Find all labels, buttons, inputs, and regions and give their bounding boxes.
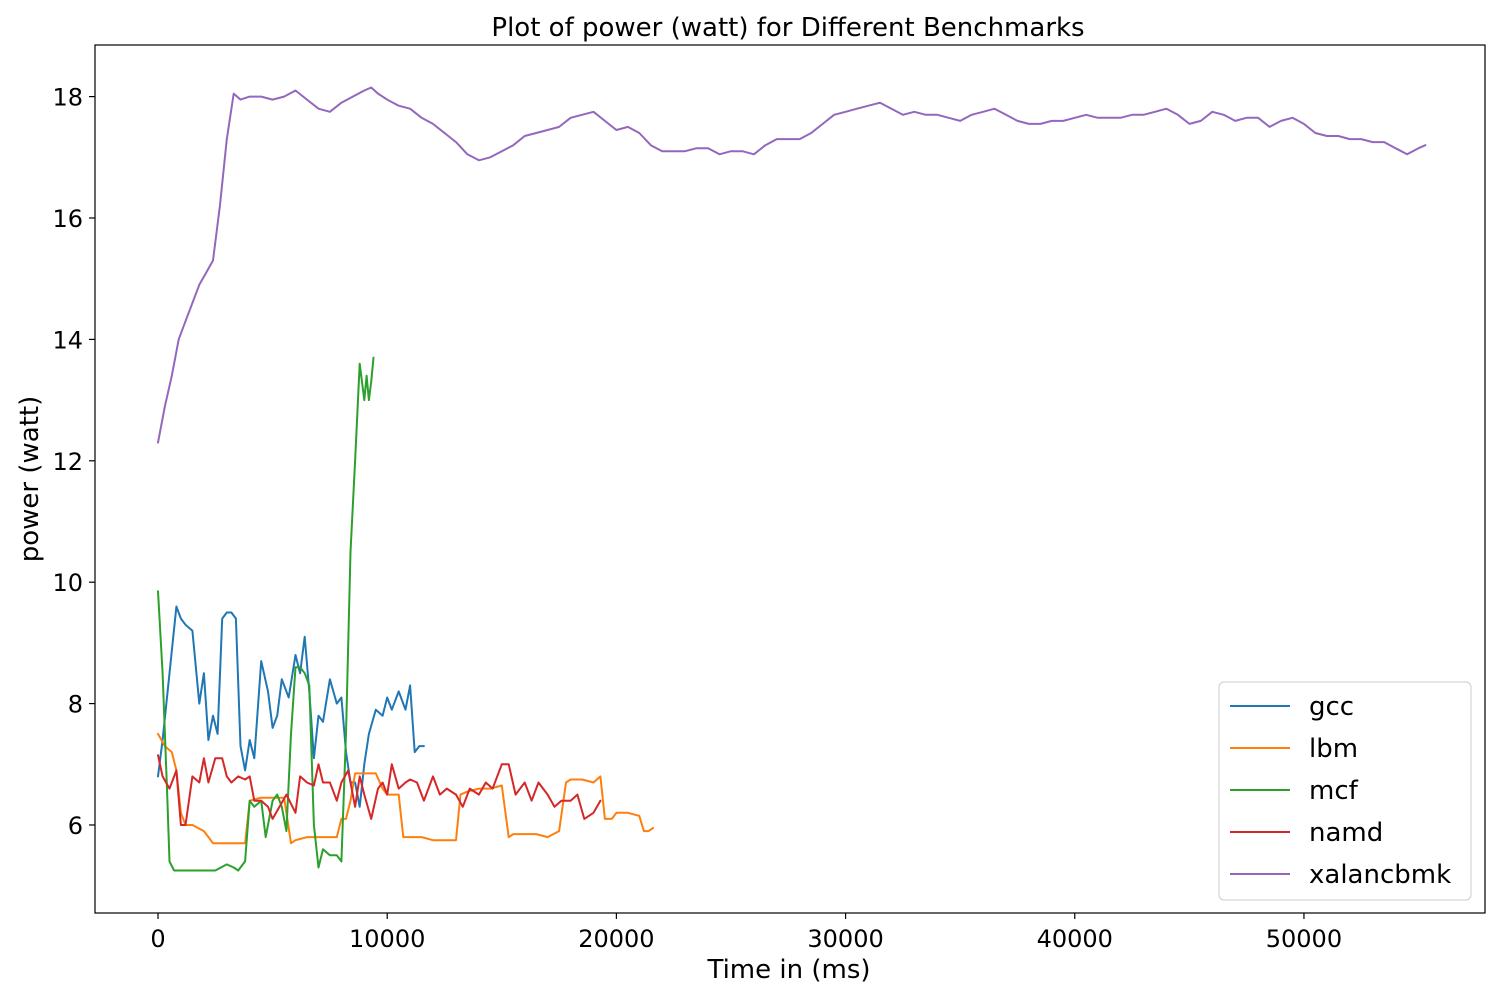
series-line-lbm <box>157 732 655 845</box>
legend-label-namd: namd <box>1309 818 1383 848</box>
legend-label-xalancbmk: xalancbmk <box>1309 860 1451 890</box>
x-tick-label: 10000 <box>349 925 425 953</box>
plot-area <box>94 44 1486 914</box>
legend-box <box>1218 681 1472 901</box>
y-tick-label: 14 <box>52 326 83 354</box>
y-tick-label: 6 <box>68 812 83 840</box>
x-tick-label: 30000 <box>807 925 883 953</box>
x-axis-label: Time in (ms) <box>706 955 870 985</box>
y-tick-label: 10 <box>52 569 83 597</box>
series-layer <box>157 86 1427 872</box>
y-tick-label: 8 <box>68 691 83 719</box>
series-line-gcc <box>157 605 425 808</box>
legend: gcc lbm mcf namd xalancbmk <box>1218 681 1472 901</box>
series-line-namd <box>157 754 602 826</box>
y-tick-label: 16 <box>52 205 83 233</box>
y-tick-label: 12 <box>52 448 83 476</box>
x-axis: 0 10000 20000 30000 40000 50000 <box>150 913 1342 953</box>
x-tick-label: 50000 <box>1266 925 1342 953</box>
y-tick-label: 18 <box>52 84 83 112</box>
series-line-xalancbmk <box>157 86 1427 444</box>
y-axis: 6 8 10 12 14 16 18 <box>52 84 95 840</box>
x-tick-label: 20000 <box>578 925 654 953</box>
plot-frame <box>94 44 1486 914</box>
x-tick-label: 40000 <box>1037 925 1113 953</box>
legend-label-gcc: gcc <box>1309 692 1354 722</box>
series-line-mcf <box>157 356 375 872</box>
chart-title: Plot of power (watt) for Different Bench… <box>491 13 1084 43</box>
y-axis-label: power (watt) <box>15 396 45 563</box>
x-tick-label: 0 <box>150 925 165 953</box>
legend-label-mcf: mcf <box>1309 776 1359 806</box>
legend-label-lbm: lbm <box>1309 734 1358 764</box>
